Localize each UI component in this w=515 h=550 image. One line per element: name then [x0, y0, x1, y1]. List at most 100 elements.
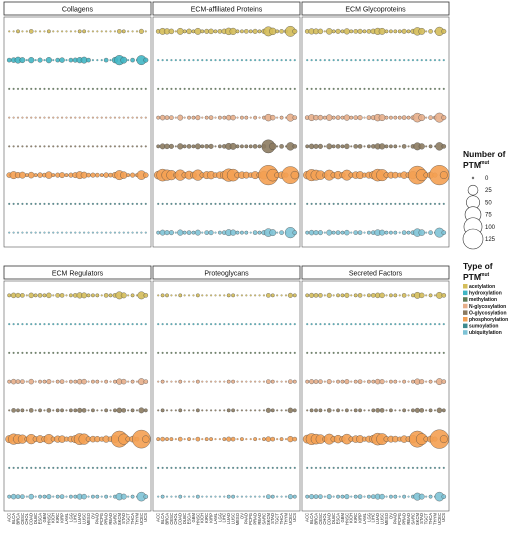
point-methylation-lihc: [74, 87, 77, 90]
point-methylation-ucec: [140, 351, 143, 354]
point-o-glycosylation-esca: [188, 409, 191, 412]
point-ubiquitylation-esca: [188, 495, 191, 498]
point-ubiquitylation-kirp: [357, 230, 363, 235]
point-hydroxylation-gbm: [192, 323, 195, 326]
point-o-glycosylation-blca: [160, 408, 165, 413]
x-tick-label: COAD: [178, 513, 183, 525]
point-methylation-stad: [420, 87, 423, 90]
point-sumoylation-esca: [337, 202, 340, 205]
point-methylation-blca: [310, 351, 313, 354]
panel-plot-area: [3, 16, 152, 248]
point-hydroxylation-cesc: [21, 323, 24, 326]
point-hydroxylation-sarc: [411, 59, 414, 62]
point-methylation-acc: [8, 87, 11, 90]
point-acetylation-coad: [326, 28, 333, 35]
point-hydroxylation-ucec: [438, 323, 441, 326]
point-sumoylation-dlbc: [34, 202, 37, 205]
point-methylation-dlbc: [183, 87, 186, 90]
point-n-glycosylation-tgct: [276, 116, 279, 119]
point-ubiquitylation-kirp: [59, 494, 65, 499]
point-phosphorylation-ucec: [287, 436, 294, 443]
x-tick-label: THYM: [283, 513, 288, 525]
point-o-glycosylation-gbm: [340, 144, 345, 149]
point-ubiquitylation-kich: [350, 231, 353, 234]
point-o-glycosylation-tgct: [127, 409, 130, 412]
point-n-glycosylation-chol: [25, 380, 28, 383]
point-phosphorylation-laml: [214, 438, 217, 441]
point-methylation-lgg: [367, 351, 370, 354]
point-sumoylation-esca: [39, 466, 42, 469]
point-acetylation-ucs: [441, 28, 447, 34]
point-hydroxylation-hnsc: [196, 323, 199, 326]
point-sumoylation-skcm: [118, 466, 121, 469]
panel-strip: [301, 265, 450, 280]
size-legend-label: 50: [485, 200, 492, 206]
type-legend-swatch-n-glycosylation: [463, 303, 468, 309]
point-n-glycosylation-thym: [135, 380, 138, 383]
point-hydroxylation-brca: [17, 323, 20, 326]
point-sumoylation-laml: [214, 202, 217, 205]
point-o-glycosylation-cesc: [317, 143, 323, 149]
size-legend-label: 75: [485, 213, 492, 219]
panel-strip: [3, 265, 152, 280]
point-o-glycosylation-hnsc: [344, 143, 350, 150]
point-o-glycosylation-kirp: [358, 408, 362, 413]
point-o-glycosylation-thym: [284, 409, 287, 412]
point-sumoylation-kirc: [354, 466, 357, 469]
point-hydroxylation-lgg: [68, 57, 74, 63]
point-acetylation-kich: [200, 29, 205, 34]
point-acetylation-gbm: [340, 29, 345, 34]
point-sumoylation-read: [109, 466, 112, 469]
point-methylation-meso: [236, 351, 239, 354]
point-hydroxylation-paad: [96, 59, 99, 62]
point-ubiquitylation-read: [109, 495, 112, 498]
point-ubiquitylation-meso: [236, 495, 239, 498]
point-n-glycosylation-lusc: [83, 116, 86, 119]
point-phosphorylation-luad: [226, 436, 232, 442]
point-sumoylation-lihc: [74, 466, 77, 469]
point-ubiquitylation-paad: [244, 230, 249, 235]
point-methylation-laml: [214, 87, 217, 90]
point-sumoylation-tgct: [127, 202, 130, 205]
point-ubiquitylation-lihc: [74, 231, 77, 234]
point-o-glycosylation-thym: [135, 409, 138, 412]
point-methylation-thym: [433, 87, 436, 90]
point-acetylation-kirc: [205, 294, 208, 297]
point-methylation-hnsc: [196, 87, 199, 90]
point-sumoylation-ucs: [293, 202, 296, 205]
point-o-glycosylation-hnsc: [344, 408, 349, 413]
point-methylation-dlbc: [332, 87, 335, 90]
point-o-glycosylation-dlbc: [331, 144, 336, 149]
x-tick-label: LGG: [366, 513, 371, 522]
point-o-glycosylation-prad: [254, 409, 257, 412]
point-acetylation-ucs: [143, 293, 149, 298]
point-hydroxylation-thym: [433, 323, 436, 326]
point-o-glycosylation-paad: [245, 409, 248, 412]
point-acetylation-esca: [39, 30, 42, 33]
point-hydroxylation-ov: [91, 323, 94, 326]
point-o-glycosylation-meso: [235, 144, 240, 149]
point-ubiquitylation-stad: [269, 229, 277, 237]
point-methylation-prad: [254, 87, 257, 90]
x-tick-label: KIRP: [357, 513, 362, 523]
type-legend-title-line2: PTM: [463, 272, 481, 282]
point-hydroxylation-paad: [245, 323, 248, 326]
point-hydroxylation-kich: [201, 59, 204, 62]
point-methylation-cesc: [170, 351, 173, 354]
point-methylation-gbm: [192, 351, 195, 354]
point-n-glycosylation-ucs: [144, 116, 147, 119]
point-sumoylation-paad: [245, 466, 248, 469]
point-ubiquitylation-prad: [401, 230, 407, 235]
point-hydroxylation-thca: [429, 59, 432, 62]
point-hydroxylation-meso: [385, 323, 388, 326]
point-ubiquitylation-tgct: [276, 231, 279, 234]
point-o-glycosylation-prad: [105, 145, 108, 148]
point-methylation-kirp: [61, 351, 64, 354]
point-sumoylation-luad: [78, 202, 81, 205]
point-o-glycosylation-skcm: [118, 145, 121, 148]
point-sumoylation-kirp: [359, 466, 362, 469]
point-ubiquitylation-lusc: [231, 494, 235, 499]
point-acetylation-pcpg: [100, 294, 103, 297]
point-o-glycosylation-lusc: [81, 408, 87, 413]
point-n-glycosylation-ov: [389, 379, 393, 384]
